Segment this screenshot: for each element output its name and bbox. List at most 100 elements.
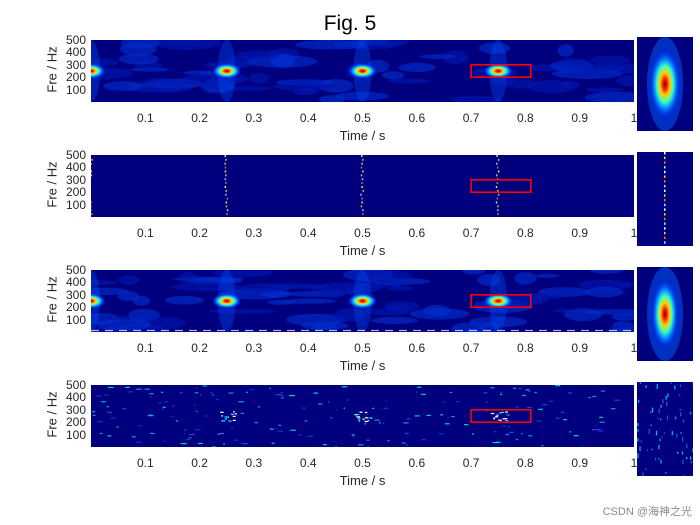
zoom-noise-speck: [638, 399, 640, 403]
background-texture: [118, 53, 159, 65]
noise-speck: [125, 386, 130, 388]
zoom-ridge-segment: [664, 156, 666, 160]
noise-speck: [194, 392, 199, 394]
noise-speck: [318, 403, 323, 405]
noise-speck: [426, 414, 431, 416]
ridge-segment: [361, 155, 363, 157]
peak-speck: [362, 418, 365, 420]
ridge-segment: [224, 178, 226, 181]
x-tick-label: 0.2: [191, 226, 208, 240]
noise-speck: [341, 386, 348, 388]
noise-speck: [107, 386, 114, 389]
noise-speck: [104, 394, 109, 396]
noise-speck: [116, 426, 119, 428]
zoom-noise-speck: [665, 395, 667, 400]
background-texture: [119, 42, 157, 56]
peak-speck: [496, 414, 499, 416]
zoom-ridge-segment: [664, 199, 666, 202]
background-texture: [387, 78, 432, 84]
y-tick-label: 500: [65, 33, 86, 47]
x-tick-label: 0.9: [571, 456, 589, 470]
zoom-ridge-segment: [664, 236, 666, 239]
ridge-segment: [496, 155, 498, 157]
noise-speck: [163, 440, 166, 442]
noise-speck: [505, 433, 510, 436]
zoom-inset-2: [637, 152, 693, 246]
zoom-noise-speck: [642, 472, 644, 476]
noise-speck: [172, 405, 175, 407]
x-tick-label: 0.5: [354, 111, 371, 125]
noise-speck: [404, 432, 409, 434]
noise-speck: [135, 441, 142, 443]
background-texture: [213, 270, 273, 278]
noise-speck: [614, 399, 620, 401]
noise-speck: [147, 415, 154, 417]
noise-speck: [414, 415, 420, 417]
x-tick-label: 0.3: [245, 341, 263, 355]
background-texture: [512, 292, 564, 300]
noise-speck: [196, 387, 198, 389]
peak-speck: [498, 419, 502, 421]
peak-speck: [364, 417, 369, 419]
ridge-segment: [496, 174, 498, 177]
noise-speck: [597, 428, 601, 430]
noise-speck: [164, 401, 169, 403]
peak-speck: [495, 416, 499, 418]
noise-speck: [444, 423, 450, 425]
noise-speck: [336, 409, 338, 411]
noise-speck: [506, 414, 510, 416]
background-texture: [165, 296, 204, 305]
noise-speck: [600, 390, 605, 392]
x-tick-label: 0.2: [191, 341, 208, 355]
noise-speck: [219, 432, 224, 435]
noise-speck: [158, 402, 162, 404]
y-tick-label: 400: [65, 45, 86, 60]
background-texture: [363, 40, 406, 47]
background-texture: [130, 67, 170, 72]
noise-speck: [92, 411, 95, 413]
zoom-noise-speck: [663, 432, 665, 434]
noise-speck: [451, 416, 455, 418]
noise-speck: [599, 421, 605, 423]
zoom-noise-speck: [692, 448, 693, 453]
peak-blob: [91, 293, 106, 309]
background-texture: [443, 50, 469, 65]
background-texture: [578, 279, 634, 291]
zoom-noise-speck: [659, 438, 661, 442]
ridge-segment: [362, 209, 364, 212]
zoom-noise-speck: [666, 401, 668, 407]
x-tick-label: 0.5: [354, 456, 371, 470]
noise-speck: [417, 386, 422, 388]
noise-speck: [522, 394, 526, 397]
zoom-noise-speck: [650, 411, 652, 414]
noise-speck: [144, 388, 150, 390]
noise-speck: [364, 423, 367, 425]
ridge-segment: [360, 174, 363, 177]
x-tick-label: 0.9: [571, 111, 589, 125]
ridge-segment: [361, 197, 363, 200]
background-texture: [179, 271, 196, 284]
noise-speck: [231, 427, 233, 429]
zoom-ridge-segment: [664, 184, 666, 188]
zoom-noise-speck: [660, 418, 662, 421]
noise-speck: [322, 444, 327, 446]
noise-speck: [383, 422, 385, 425]
ridge-segment: [224, 162, 226, 165]
ridge-segment: [361, 186, 363, 188]
noise-speck: [541, 445, 544, 447]
noise-speck: [242, 443, 248, 445]
peak-speck: [501, 411, 504, 413]
x-tick-label: 0.3: [245, 111, 263, 125]
background-texture: [267, 283, 319, 289]
background-texture: [91, 280, 118, 286]
zoom-ridge-segment: [664, 203, 666, 207]
y-axis-label: Fre / Hz: [44, 161, 60, 208]
noise-speck: [233, 439, 239, 441]
background-texture: [266, 299, 296, 305]
background-texture: [352, 270, 412, 283]
peak-speck: [359, 411, 363, 413]
ridge-segment: [360, 166, 363, 169]
spectrogram-panel-1: 100 200 300 400 500 0.1 0.2 0.3 0.4 0.5 0.6 0.7 0.8 0…: [45, 34, 638, 143]
noise-speck: [188, 437, 192, 439]
ridge-segment: [495, 186, 498, 188]
